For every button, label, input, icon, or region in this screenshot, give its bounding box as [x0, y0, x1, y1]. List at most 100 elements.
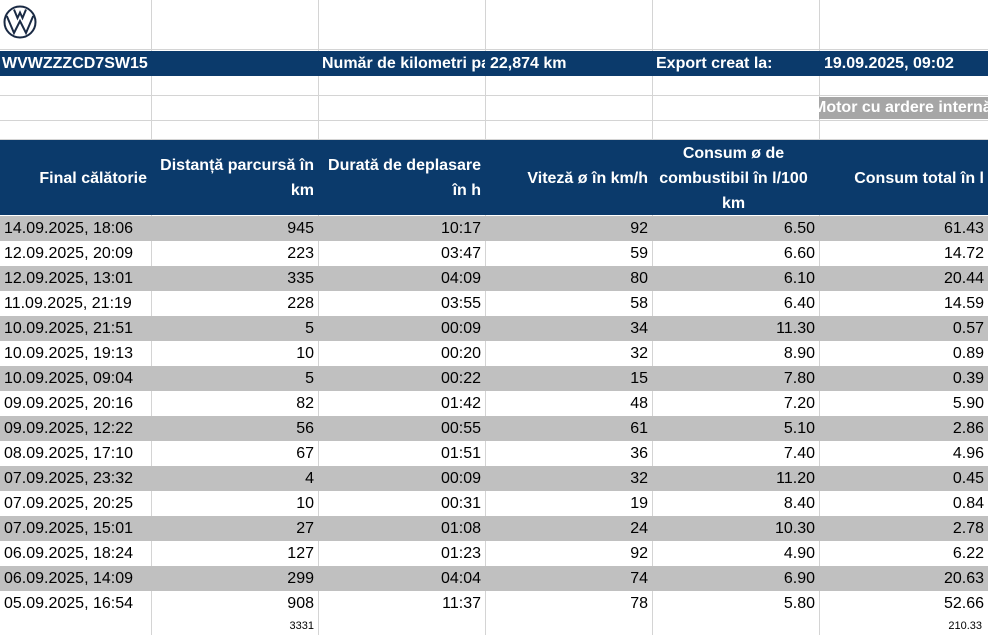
cell-total-consumption: 61.43	[943, 220, 984, 237]
cell-avg-consumption: 5.10	[783, 420, 815, 437]
cell-distance: 908	[287, 595, 314, 612]
cell-avg-consumption: 4.90	[783, 545, 815, 562]
table-row: 11.09.2025, 21:19 228 03:55 58 6.40 14.59	[0, 291, 988, 316]
cell-avg-consumption: 5.80	[783, 595, 815, 612]
column-header-duration: Durată de deplasare în h	[328, 157, 481, 199]
cell-distance: 127	[287, 545, 314, 562]
cell-distance: 67	[296, 445, 314, 462]
mileage-value: 22,874 km	[490, 55, 567, 72]
table-row: 07.09.2025, 15:01 27 01:08 24 10.30 2.78	[0, 516, 988, 541]
cell-total-consumption: 0.45	[952, 470, 984, 487]
table-row: 06.09.2025, 14:09 299 04:04 74 6.90 20.63	[0, 566, 988, 591]
column-header-trip-end: Final călătorie	[39, 170, 147, 187]
cell-distance: 5	[305, 370, 314, 387]
table-row: 07.09.2025, 20:25 10 00:31 19 8.40 0.84	[0, 491, 988, 516]
cell-trip-end: 05.09.2025, 16:54	[4, 595, 134, 612]
cell-speed: 78	[630, 595, 648, 612]
cell-trip-end: 07.09.2025, 23:32	[4, 470, 134, 487]
cell-total-consumption: 0.84	[952, 495, 984, 512]
total-fuel: 210.33	[948, 620, 982, 632]
cell-trip-end: 12.09.2025, 13:01	[4, 270, 134, 287]
cell-total-consumption: 0.39	[952, 370, 984, 387]
cell-speed: 32	[630, 345, 648, 362]
cell-avg-consumption: 11.30	[776, 320, 815, 337]
cell-distance: 10	[296, 495, 314, 512]
cell-total-consumption: 0.57	[952, 320, 984, 337]
cell-trip-end: 08.09.2025, 17:10	[4, 445, 134, 462]
cell-speed: 24	[630, 520, 648, 537]
cell-avg-consumption: 10.30	[774, 520, 815, 537]
cell-avg-consumption: 11.20	[776, 470, 815, 487]
cell-avg-consumption: 7.40	[783, 445, 815, 462]
cell-distance: 223	[287, 245, 314, 262]
cell-speed: 32	[630, 470, 648, 487]
mileage-label: Număr de kilometri parcurși	[322, 55, 485, 72]
cell-speed: 36	[630, 445, 648, 462]
cell-total-consumption: 52.66	[943, 595, 984, 612]
cell-speed: 59	[630, 245, 648, 262]
cell-duration: 04:09	[440, 270, 481, 287]
cell-avg-consumption: 6.60	[783, 245, 815, 262]
cell-total-consumption: 20.63	[943, 570, 984, 587]
table-row: 14.09.2025, 18:06 945 10:17 92 6.50 61.43	[0, 216, 988, 241]
cell-speed: 48	[630, 395, 648, 412]
vin-value: WVWZZZCD7SW15	[2, 55, 148, 72]
cell-speed: 15	[630, 370, 648, 387]
cell-distance: 5	[305, 320, 314, 337]
cell-trip-end: 12.09.2025, 20:09	[4, 245, 134, 262]
table-row: 12.09.2025, 20:09 223 03:47 59 6.60 14.72	[0, 241, 988, 266]
cell-total-consumption: 4.96	[952, 445, 984, 462]
cell-duration: 11:37	[442, 595, 481, 612]
volkswagen-logo-icon	[3, 5, 37, 39]
cell-trip-end: 07.09.2025, 20:25	[4, 495, 134, 512]
cell-distance: 299	[287, 570, 314, 587]
grid-line	[0, 49, 988, 50]
cell-avg-consumption: 6.50	[783, 220, 815, 237]
cell-duration: 00:31	[440, 495, 481, 512]
grid-line	[0, 139, 988, 140]
table-row: 09.09.2025, 20:16 82 01:42 48 7.20 5.90	[0, 391, 988, 416]
cell-speed: 61	[630, 420, 648, 437]
cell-duration: 01:23	[440, 545, 481, 562]
cell-total-consumption: 0.89	[952, 345, 984, 362]
cell-total-consumption: 2.78	[952, 520, 984, 537]
cell-trip-end: 10.09.2025, 09:04	[4, 370, 134, 387]
table-row: 10.09.2025, 19:13 10 00:20 32 8.90 0.89	[0, 341, 988, 366]
cell-distance: 27	[296, 520, 314, 537]
cell-avg-consumption: 8.90	[783, 345, 815, 362]
table-row: 08.09.2025, 17:10 67 01:51 36 7.40 4.96	[0, 441, 988, 466]
cell-speed: 92	[630, 220, 648, 237]
cell-avg-consumption: 8.40	[783, 495, 815, 512]
total-distance: 3331	[289, 620, 314, 632]
engine-type-cell: Motor cu ardere internă	[819, 97, 988, 119]
cell-trip-end: 07.09.2025, 15:01	[4, 520, 134, 537]
cell-distance: 56	[296, 420, 314, 437]
column-header-avg-consumption: Consum ø de combustibil în l/100 km	[659, 145, 808, 212]
cell-speed: 80	[630, 270, 648, 287]
cell-duration: 00:09	[440, 470, 481, 487]
export-label: Export creat la:	[656, 55, 773, 72]
cell-speed: 58	[630, 295, 648, 312]
cell-trip-end: 10.09.2025, 19:13	[4, 345, 134, 362]
cell-distance: 82	[296, 395, 314, 412]
cell-distance: 945	[287, 220, 314, 237]
cell-avg-consumption: 6.40	[783, 295, 815, 312]
cell-duration: 10:17	[440, 220, 481, 237]
info-bar: WVWZZZCD7SW15 Număr de kilometri parcurș…	[0, 51, 988, 76]
cell-total-consumption: 6.22	[952, 545, 984, 562]
cell-speed: 92	[630, 545, 648, 562]
grid-line	[0, 95, 988, 96]
export-value: 19.09.2025, 09:02	[824, 55, 954, 72]
cell-trip-end: 09.09.2025, 12:22	[4, 420, 134, 437]
column-header-speed: Viteză ø în km/h	[527, 170, 648, 187]
cell-distance: 228	[287, 295, 314, 312]
cell-duration: 03:47	[440, 245, 481, 262]
cell-avg-consumption: 7.20	[783, 395, 815, 412]
cell-distance: 10	[296, 345, 314, 362]
table-row: 10.09.2025, 09:04 5 00:22 15 7.80 0.39	[0, 366, 988, 391]
cell-avg-consumption: 6.10	[783, 270, 815, 287]
cell-trip-end: 09.09.2025, 20:16	[4, 395, 134, 412]
table-row: 06.09.2025, 18:24 127 01:23 92 4.90 6.22	[0, 541, 988, 566]
cell-speed: 19	[630, 495, 648, 512]
